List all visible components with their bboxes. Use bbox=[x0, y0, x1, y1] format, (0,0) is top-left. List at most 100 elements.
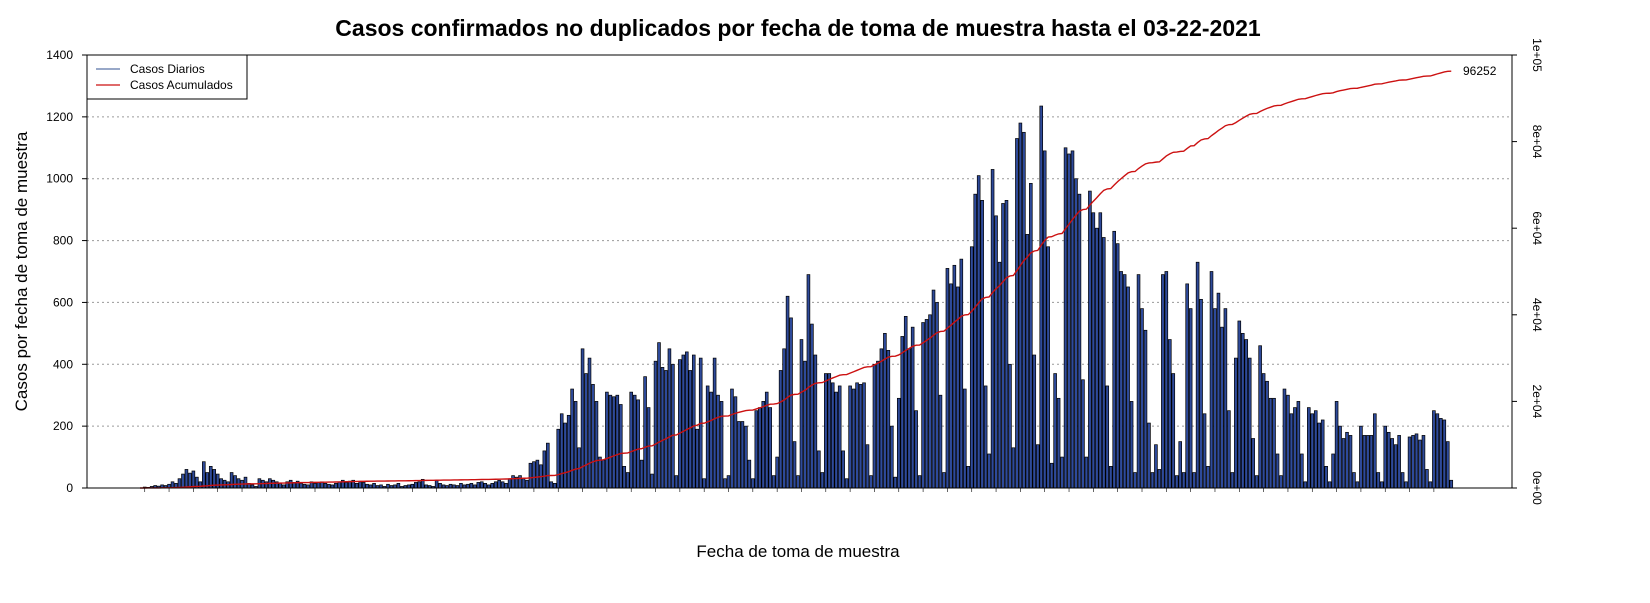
bar bbox=[1008, 363, 1012, 489]
bar bbox=[1369, 435, 1374, 489]
bar bbox=[1216, 292, 1221, 489]
bar bbox=[890, 425, 894, 489]
bar bbox=[806, 274, 811, 489]
y2-tick-label: 6e+04 bbox=[1530, 211, 1544, 245]
bar bbox=[1261, 373, 1266, 489]
bar bbox=[657, 342, 661, 489]
bar bbox=[702, 478, 706, 489]
bar bbox=[1126, 286, 1130, 489]
bar bbox=[681, 354, 686, 489]
bar bbox=[1143, 329, 1148, 489]
bar bbox=[1352, 472, 1356, 489]
bar bbox=[1449, 479, 1454, 489]
bar bbox=[921, 322, 925, 489]
bar bbox=[987, 453, 991, 489]
bar bbox=[1418, 439, 1422, 489]
bar bbox=[966, 466, 971, 489]
bar bbox=[751, 478, 755, 489]
bar bbox=[414, 482, 418, 489]
bar bbox=[900, 336, 905, 489]
bar bbox=[594, 401, 599, 489]
bar bbox=[591, 384, 595, 489]
bar bbox=[910, 326, 915, 489]
bar bbox=[410, 483, 415, 489]
bar bbox=[573, 401, 578, 489]
bar bbox=[799, 339, 804, 489]
bar bbox=[1247, 357, 1252, 489]
y2-tick-label: 4e+04 bbox=[1530, 298, 1544, 332]
bar bbox=[1272, 397, 1276, 489]
bar bbox=[605, 391, 609, 489]
bar bbox=[598, 456, 602, 489]
bar bbox=[493, 481, 498, 489]
bar bbox=[1404, 481, 1408, 489]
bar bbox=[1362, 435, 1367, 489]
bar bbox=[316, 482, 321, 489]
cumulative-end-label: 96252 bbox=[1463, 64, 1497, 78]
x-axis-title: Fecha de toma de muestra bbox=[696, 542, 900, 561]
bar bbox=[1129, 401, 1134, 489]
bar bbox=[664, 370, 668, 489]
bar bbox=[1178, 441, 1183, 489]
bar bbox=[497, 479, 501, 489]
bar bbox=[549, 481, 554, 489]
bar bbox=[848, 385, 852, 489]
bar bbox=[764, 391, 769, 489]
bar bbox=[337, 481, 342, 489]
bar bbox=[1282, 388, 1287, 489]
bar bbox=[737, 421, 741, 489]
bar bbox=[1320, 419, 1325, 489]
bar bbox=[1174, 475, 1179, 489]
bar bbox=[1202, 413, 1207, 489]
bar bbox=[1199, 298, 1203, 489]
bar bbox=[1327, 481, 1332, 489]
y2-tick-label: 8e+04 bbox=[1530, 125, 1544, 159]
bar bbox=[643, 376, 647, 489]
plot-frame bbox=[86, 54, 1513, 489]
bar bbox=[1098, 212, 1103, 489]
bar bbox=[886, 350, 891, 489]
bar bbox=[1230, 472, 1235, 489]
bar bbox=[771, 475, 776, 489]
bar bbox=[1022, 131, 1026, 489]
bar bbox=[608, 394, 613, 489]
bar bbox=[1223, 308, 1228, 489]
bar bbox=[775, 456, 779, 489]
bar bbox=[1042, 150, 1047, 489]
axes: 0 200 400 600 800 1000 1200 1400 0e+00 2e+04 4e+04… bbox=[46, 38, 1544, 505]
bar bbox=[1088, 190, 1092, 489]
bar bbox=[622, 466, 627, 489]
bar bbox=[1206, 466, 1210, 489]
bar bbox=[546, 442, 550, 489]
legend-label-cumulative: Casos Acumulados bbox=[130, 78, 233, 92]
bar bbox=[528, 462, 533, 489]
bar bbox=[1102, 237, 1106, 489]
legend-label-daily: Casos Diarios bbox=[130, 62, 205, 76]
bar bbox=[1303, 481, 1308, 489]
bar bbox=[782, 348, 786, 489]
bar bbox=[796, 475, 800, 489]
bar bbox=[650, 473, 654, 489]
bar bbox=[1279, 475, 1283, 489]
bar bbox=[181, 473, 185, 489]
bar bbox=[202, 461, 206, 489]
bar bbox=[1331, 453, 1335, 489]
bar bbox=[1376, 472, 1381, 489]
bar bbox=[629, 391, 633, 489]
bar bbox=[236, 478, 241, 489]
bar bbox=[949, 283, 953, 489]
bar bbox=[1366, 435, 1370, 489]
bar bbox=[1067, 153, 1071, 489]
bar bbox=[1105, 385, 1110, 489]
bar bbox=[344, 482, 349, 489]
y2-tick-label: 1e+05 bbox=[1530, 38, 1544, 72]
bar bbox=[229, 472, 234, 489]
bar bbox=[1077, 193, 1082, 489]
bar bbox=[1209, 271, 1214, 489]
bar bbox=[817, 450, 821, 489]
bar bbox=[1338, 425, 1342, 489]
bar bbox=[1157, 469, 1162, 489]
bar bbox=[747, 459, 752, 489]
bar bbox=[483, 483, 488, 489]
bar bbox=[1029, 183, 1033, 489]
